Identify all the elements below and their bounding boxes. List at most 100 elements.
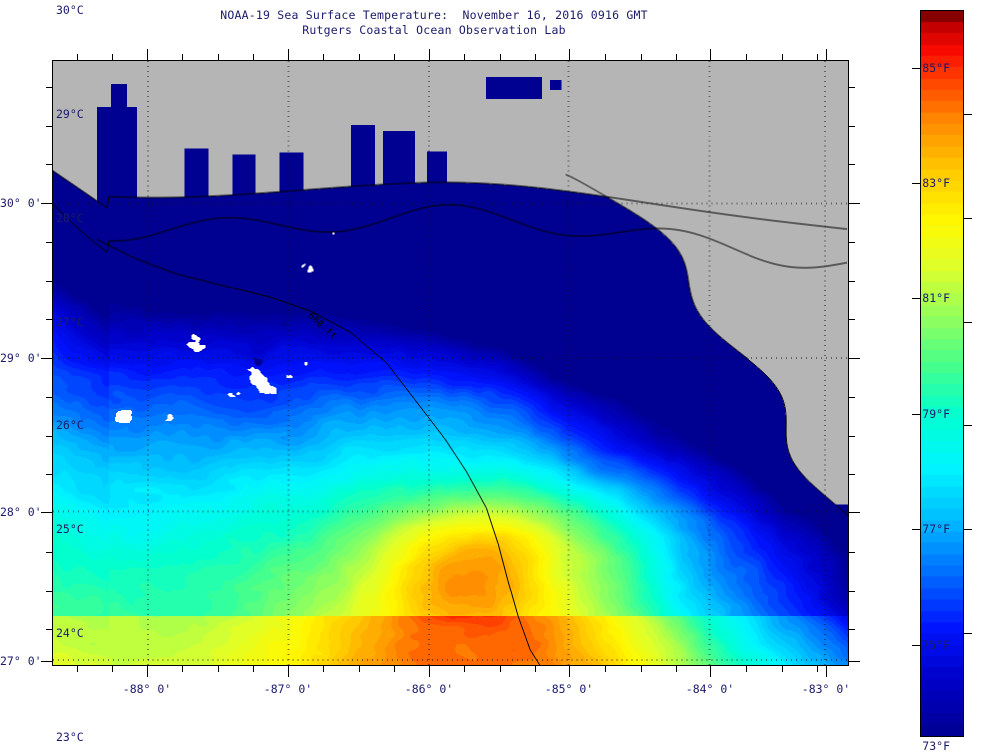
colorbar-tick-fahrenheit bbox=[912, 529, 920, 531]
x-axis-label: -86° 0' bbox=[404, 682, 454, 696]
y-tick-right-minor bbox=[849, 164, 855, 165]
x-tick-minor bbox=[218, 666, 219, 672]
y-tick-right-minor bbox=[849, 397, 855, 398]
colorbar-tick-fahrenheit bbox=[912, 183, 920, 185]
x-tick-top-major bbox=[288, 49, 289, 60]
x-tick-minor bbox=[394, 666, 395, 672]
x-tick-minor bbox=[500, 666, 501, 672]
y-tick-right-minor bbox=[849, 629, 855, 630]
y-tick-minor bbox=[46, 552, 52, 553]
y-tick-minor bbox=[46, 397, 52, 398]
x-tick-minor bbox=[77, 666, 78, 672]
colorbar-tick-celsius bbox=[964, 217, 972, 219]
x-axis-label: -87° 0' bbox=[263, 682, 313, 696]
colorbar-label-fahrenheit: 77°F bbox=[922, 522, 950, 537]
colorbar-tick-fahrenheit bbox=[912, 644, 920, 646]
y-tick-right-minor bbox=[849, 87, 855, 88]
colorbar-label-celsius: 23°C bbox=[56, 730, 84, 744]
sst-raster bbox=[53, 61, 848, 665]
x-tick-minor bbox=[323, 666, 324, 672]
y-tick-minor bbox=[46, 629, 52, 630]
colorbar-gradient bbox=[920, 10, 964, 737]
x-tick-minor bbox=[641, 666, 642, 672]
x-tick-minor bbox=[182, 666, 183, 672]
x-tick-top-minor bbox=[112, 54, 113, 60]
colorbar-label-fahrenheit: 75°F bbox=[922, 637, 950, 652]
title-block: NOAA-19 Sea Surface Temperature: Novembe… bbox=[0, 8, 868, 38]
y-axis-label: 28° 0' bbox=[0, 505, 42, 519]
x-tick-top-minor bbox=[605, 54, 606, 60]
x-tick-minor bbox=[112, 666, 113, 672]
x-tick-top-minor bbox=[182, 54, 183, 60]
colorbar-label-celsius: 28°C bbox=[56, 210, 84, 225]
colorbar-label-fahrenheit: 83°F bbox=[922, 176, 950, 191]
colorbar-tick-celsius bbox=[964, 425, 972, 427]
y-tick-right-minor bbox=[849, 242, 855, 243]
x-tick-minor bbox=[253, 666, 254, 672]
x-tick-top-minor bbox=[218, 54, 219, 60]
x-tick-top-minor bbox=[817, 54, 818, 60]
colorbar-label-celsius: 24°C bbox=[56, 626, 84, 641]
x-tick-top-minor bbox=[676, 54, 677, 60]
x-tick-minor bbox=[605, 666, 606, 672]
colorbar-label-celsius: 29°C bbox=[56, 106, 84, 121]
x-tick-major bbox=[569, 666, 570, 677]
colorbar-tick-fahrenheit bbox=[912, 413, 920, 415]
y-tick-right-minor bbox=[849, 474, 855, 475]
title-line-1: NOAA-19 Sea Surface Temperature: Novembe… bbox=[220, 8, 648, 22]
y-tick-right-minor bbox=[849, 436, 855, 437]
colorbar-label-celsius: 25°C bbox=[56, 522, 84, 537]
x-tick-top-minor bbox=[359, 54, 360, 60]
x-tick-top-minor bbox=[253, 54, 254, 60]
y-tick-minor bbox=[46, 281, 52, 282]
colorbar-tick-celsius bbox=[964, 321, 972, 323]
x-axis-label: -85° 0' bbox=[544, 682, 594, 696]
y-tick-minor bbox=[46, 591, 52, 592]
x-tick-top-minor bbox=[535, 54, 536, 60]
x-tick-major bbox=[429, 666, 430, 677]
x-tick-minor bbox=[464, 666, 465, 672]
x-tick-top-minor bbox=[746, 54, 747, 60]
x-tick-top-minor bbox=[394, 54, 395, 60]
y-tick-right-minor bbox=[849, 319, 855, 320]
colorbar[interactable] bbox=[912, 10, 972, 737]
y-axis-label: 30° 0' bbox=[0, 196, 42, 210]
y-tick-right-major bbox=[849, 203, 860, 204]
x-tick-top-major bbox=[429, 49, 430, 60]
y-tick-major bbox=[41, 512, 52, 513]
colorbar-tick-fahrenheit bbox=[912, 298, 920, 300]
x-tick-top-major bbox=[147, 49, 148, 60]
colorbar-label-fahrenheit: 85°F bbox=[922, 60, 950, 75]
x-tick-minor bbox=[746, 666, 747, 672]
colorbar-label-fahrenheit: 81°F bbox=[922, 291, 950, 306]
colorbar-label-fahrenheit: 73°F bbox=[922, 739, 950, 753]
x-tick-top-major bbox=[569, 49, 570, 60]
x-tick-top-major bbox=[826, 49, 827, 60]
x-axis-label: -88° 0' bbox=[122, 682, 172, 696]
y-tick-minor bbox=[46, 87, 52, 88]
colorbar-tick-fahrenheit bbox=[912, 67, 920, 69]
x-tick-major bbox=[147, 666, 148, 677]
colorbar-label-celsius: 26°C bbox=[56, 418, 84, 433]
x-tick-top-minor bbox=[500, 54, 501, 60]
y-tick-right-major bbox=[849, 358, 860, 359]
x-tick-top-minor bbox=[464, 54, 465, 60]
colorbar-label-celsius: 27°C bbox=[56, 314, 84, 329]
x-tick-minor bbox=[817, 666, 818, 672]
x-tick-minor bbox=[676, 666, 677, 672]
x-tick-top-minor bbox=[323, 54, 324, 60]
y-tick-right-minor bbox=[849, 126, 855, 127]
y-tick-right-major bbox=[849, 661, 860, 662]
x-tick-minor bbox=[359, 666, 360, 672]
x-axis-label: -83° 0' bbox=[801, 682, 851, 696]
y-tick-minor bbox=[46, 126, 52, 127]
y-tick-right-minor bbox=[849, 281, 855, 282]
y-tick-minor bbox=[46, 436, 52, 437]
x-tick-top-major bbox=[710, 49, 711, 60]
colorbar-tick-celsius bbox=[964, 529, 972, 531]
y-tick-major bbox=[41, 358, 52, 359]
colorbar-tick-celsius bbox=[964, 633, 972, 635]
y-tick-right-minor bbox=[849, 591, 855, 592]
map-frame[interactable]: 600 ft bbox=[52, 60, 849, 666]
x-tick-major bbox=[288, 666, 289, 677]
